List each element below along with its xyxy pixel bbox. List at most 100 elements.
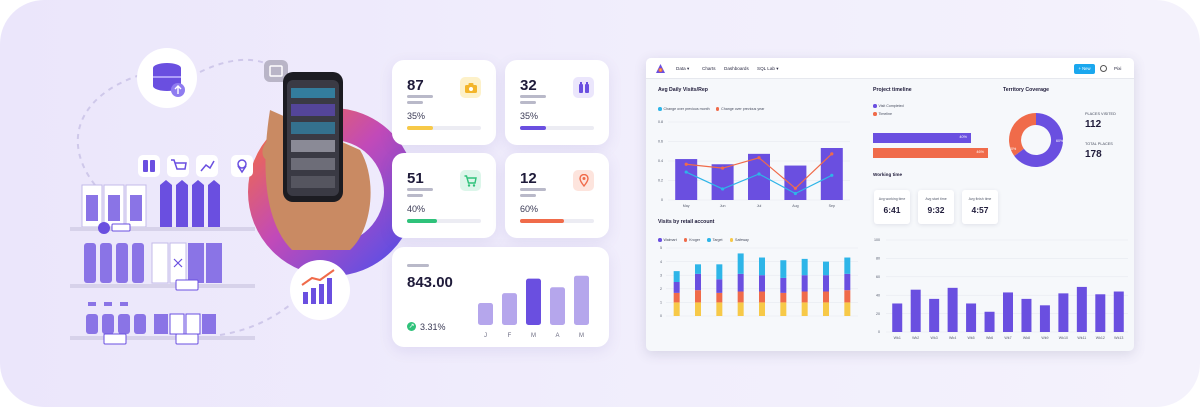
legend-dot [658,238,662,242]
settings-icon[interactable] [1100,65,1107,72]
visits-bar [711,164,734,200]
y-tick-label: 5 [660,246,662,250]
kpi-card-carts: 51 40% [392,153,496,238]
stacked-segment [737,302,744,316]
finish-time-value: 4:57 [971,205,989,215]
finish-time-card: Avg finish time 4:57 [962,190,998,224]
stacked-segment [780,260,787,278]
nav-sql-lab[interactable]: SQL Lab ▾ [757,66,779,71]
y-tick-label: 0 [878,330,880,334]
legend-dot [683,238,688,242]
x-tick-label: Wk13 [1114,336,1123,340]
kpi-progress-track [407,126,481,130]
start-time-label: Avg start time [925,197,947,201]
kpi-percent: 60% [520,204,539,214]
kpi-card-photos: 87 35% [392,60,496,145]
nav-data[interactable]: Data ▾ [676,66,690,71]
kpi-value: 51 [407,170,424,187]
nav-dashboards[interactable]: Dashboards [724,66,749,71]
summary-card: 843.00 ↗ 3.31% J F M A M [392,247,609,347]
y-tick-label: 80 [876,257,880,261]
stacked-segment [823,261,829,276]
database-upload-icon [137,48,197,108]
line-point [793,186,797,190]
stacked-segment [716,302,723,316]
shelf-bottom [70,302,255,345]
y-tick-label: 0.6 [658,140,663,144]
stacked-segment [673,302,680,316]
stacked-segment [695,290,701,303]
analytics-dashboard: Data ▾ Charts Dashboards SQL Lab ▾ + New… [646,58,1134,351]
stacked-segment [759,302,765,316]
territory-donut: 60% 40% [1009,112,1064,167]
stacked-segment [801,291,808,303]
kpi-progress-track [520,219,594,223]
y-tick-label: 4 [660,260,662,264]
kpi-progress-fill [407,126,433,130]
x-tick-label: Wk8 [1023,336,1030,340]
x-tick-label: May [683,204,690,208]
legend-label: Visit Completed [878,104,904,108]
places-visited-label: PLACES VISITED [1085,112,1116,116]
retail-title: Visits by retail account [658,219,715,225]
kpi-progress-fill [520,126,546,130]
stacked-segment [673,292,680,303]
placeholder-line [407,188,433,191]
x-tick-label: Aug [792,204,798,208]
summary-change: 3.31% [420,322,446,332]
stacked-segment [759,291,765,303]
milk-bottles-icon [573,77,594,98]
weekly-bar [984,311,995,332]
y-tick-label: 60 [876,275,880,279]
stacked-segment [823,291,829,303]
brand-logo-icon [656,64,665,73]
total-places-value: 178 [1085,149,1102,160]
stacked-segment [737,291,744,303]
legend-dot [873,104,877,108]
stacked-segment [844,257,851,274]
shelf-top [70,180,255,234]
weekly-bar [1058,293,1069,332]
working-time-title: Working time [873,172,903,177]
y-tick-label: 0 [660,314,662,318]
user-menu[interactable]: Pixi [1114,66,1122,71]
stacked-segment [844,290,851,303]
donut-label-visited: 60% [1056,139,1064,143]
stacked-segment [780,292,787,303]
bottles-icon [138,155,160,177]
nav-charts[interactable]: Charts [702,66,716,71]
working-time-value: 6:41 [883,205,901,215]
weekly-bar [929,298,940,332]
stacked-segment [695,273,701,291]
stacked-segment [716,292,723,303]
trend-up-icon: ↗ [407,322,416,331]
stacked-segment [801,302,808,316]
top-nav-bar: Data ▾ Charts Dashboards SQL Lab ▾ + New… [646,58,1134,79]
pin-small-icon [231,155,253,177]
visits-bar [675,159,698,200]
visits-bar [748,153,770,200]
placeholder-line [520,101,536,104]
y-tick-label: 20 [876,312,880,316]
finish-time-label: Avg finish time [968,197,992,201]
kpi-progress-track [520,126,594,130]
start-time-value: 9:32 [927,205,945,215]
summary-tick-label: M [531,333,536,339]
line-point [757,172,761,176]
donut-slice-remaining [1009,113,1036,156]
kpi-value: 32 [520,77,537,94]
stacked-segment [759,275,765,292]
territory-title: Territory Coverage [1003,87,1050,93]
working-time-label: Avg working time [878,197,906,201]
donut-label-remaining: 40% [1009,147,1017,151]
y-tick-label: 0.4 [658,159,663,163]
legend-dot [658,107,662,111]
weekly-bar [910,289,921,332]
new-button[interactable]: + New [1074,64,1095,74]
stacked-segment [737,273,744,292]
stacked-segment [716,279,723,293]
avg-visits-title: Avg Daily Visits/Rep [658,87,708,93]
y-tick-label: 1 [660,301,662,305]
